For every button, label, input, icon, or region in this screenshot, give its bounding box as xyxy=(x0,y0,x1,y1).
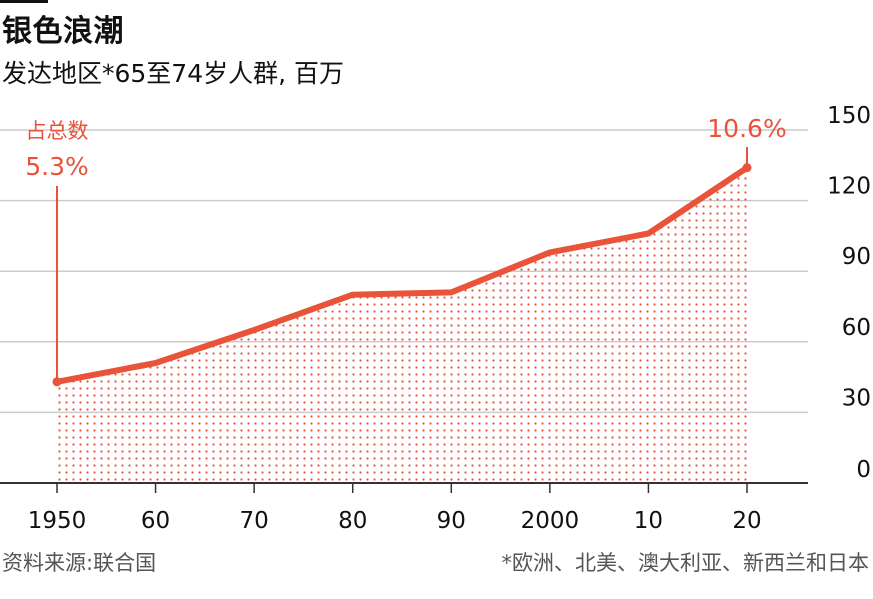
annotations: 占总数 5.3% 10.6% xyxy=(25,114,787,382)
source-note: 资料来源:联合国 xyxy=(2,551,157,575)
footnote: *欧洲、北美、澳大利亚、新西兰和日本 xyxy=(501,551,870,575)
x-tick-label: 10 xyxy=(634,508,663,534)
top-rule xyxy=(0,0,48,3)
series-line-path xyxy=(54,164,750,385)
annotation-value: 10.6% xyxy=(707,114,786,143)
x-tick-label: 60 xyxy=(141,508,170,534)
y-tick-label: 0 xyxy=(856,457,871,483)
y-tick-label: 60 xyxy=(842,315,871,341)
x-tick-label: 20 xyxy=(732,508,761,534)
y-tick-label: 30 xyxy=(842,385,871,411)
area-fill xyxy=(57,167,747,483)
annotation-value: 5.3% xyxy=(25,152,89,181)
area-dots xyxy=(57,167,747,483)
annotation-label: 占总数 xyxy=(26,119,89,143)
x-axis xyxy=(0,482,808,493)
x-tick-label: 2000 xyxy=(521,508,580,534)
chart-subtitle: 发达地区*65至74岁人群, 百万 xyxy=(2,59,345,88)
x-tick-label: 90 xyxy=(437,508,466,534)
y-tick-label: 120 xyxy=(827,174,871,200)
y-tick-label: 150 xyxy=(827,103,871,129)
y-axis-labels: 0 30 60 90 120 150 xyxy=(827,103,871,483)
chart-title: 银色浪潮 xyxy=(2,14,124,49)
x-axis-labels: 1950 60 70 80 90 2000 10 20 xyxy=(28,508,762,534)
x-tick-label: 70 xyxy=(240,508,269,534)
x-tick-label: 80 xyxy=(338,508,367,534)
y-tick-label: 90 xyxy=(842,244,871,270)
x-tick-label: 1950 xyxy=(28,508,87,534)
